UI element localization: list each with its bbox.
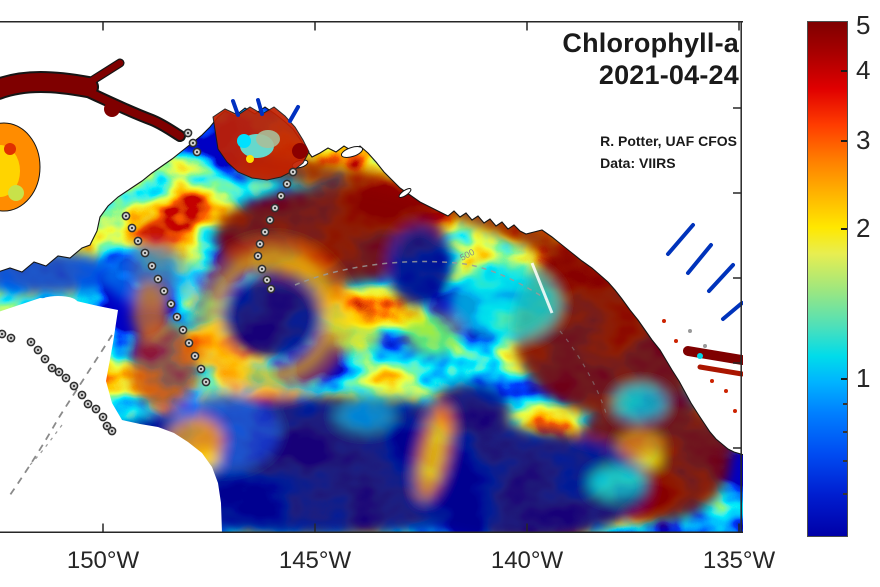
colorbar-tick-label: 4: [856, 55, 871, 85]
cook-inlet: [0, 58, 186, 142]
colorbar-minor-tick: [843, 493, 847, 495]
credit-source: Data: VIIRS: [600, 154, 676, 171]
colorbar-tick-label: 3: [856, 125, 871, 155]
colorbar-tick-mark: [841, 70, 847, 72]
x-tick-label: 140°W: [490, 547, 564, 574]
isobath-contours: [9, 260, 607, 496]
map-title: Chlorophyll-a: [562, 28, 739, 58]
colorbar-tick-label: 1: [856, 363, 871, 393]
colorbar-tick-mark: [841, 140, 847, 142]
colorbar-minor-tick: [843, 431, 847, 433]
colorbar-minor-tick: [843, 460, 847, 462]
colorbar-tick-label: 2: [856, 213, 871, 243]
colorbar-minor-tick: [843, 403, 847, 405]
map-title-block: Chlorophyll-a 2021-04-24: [562, 27, 739, 92]
x-tick-label: 145°W: [278, 547, 352, 574]
map-date: 2021-04-24: [598, 60, 739, 91]
colorbar-tick-mark: [841, 228, 847, 230]
colorbar-tick-mark: [841, 378, 847, 380]
map-canvas: 500: [0, 21, 743, 533]
prince-william-sound: [212, 98, 310, 181]
x-tick-label: 150°W: [66, 547, 140, 574]
credit-block: R. Potter, UAF CFOS Data: VIIRS: [600, 131, 737, 174]
southeast-fjords: [662, 223, 743, 413]
station-markers: [0, 128, 298, 436]
colorbar-tick-label: 5: [856, 10, 871, 40]
cloud-mask: [0, 296, 222, 533]
axis-ticks: [102, 22, 741, 532]
x-tick-label: 135°W: [702, 547, 776, 574]
map-frame: [0, 21, 743, 533]
credit-author: R. Potter, UAF CFOS: [600, 133, 737, 149]
colorbar: [807, 21, 848, 537]
shelikof-bloom: [0, 122, 41, 212]
